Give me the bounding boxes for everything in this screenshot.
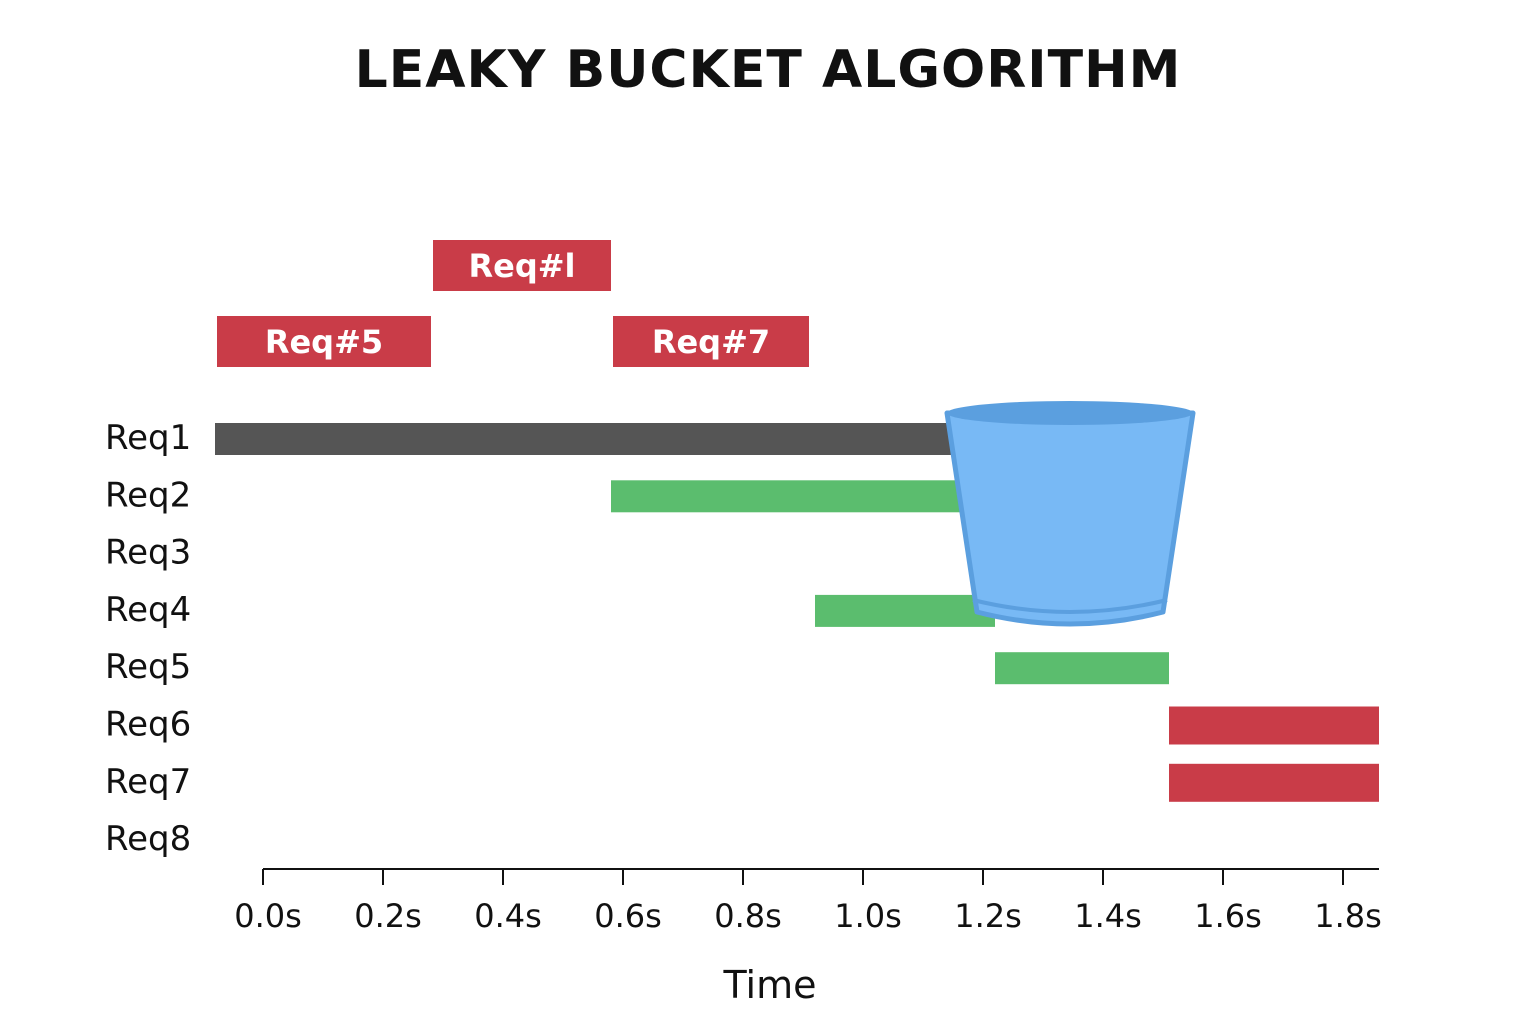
queued-tag-0: Req#l [433, 240, 611, 291]
request-bars [215, 423, 1379, 802]
tick-label: 1.0s [834, 897, 902, 935]
bar-req5 [995, 652, 1169, 685]
bar-req7 [1169, 763, 1379, 802]
queued-tag-label: Req#7 [652, 323, 770, 361]
bucket-body [944, 410, 1196, 627]
queued-tag-box [217, 316, 431, 367]
page-title: LEAKY BUCKET ALGORITHM [354, 40, 1182, 100]
queued-tag-box [433, 240, 611, 291]
x-axis-title: Time [723, 963, 817, 1007]
row-label-req3: Req3 [105, 533, 191, 573]
row-label-req5: Req5 [105, 647, 191, 687]
bucket-icon [944, 401, 1196, 627]
queued-tag-label: Req#5 [265, 323, 383, 361]
row-labels: Req1 Req2 Req3 Req4 Req5 Req6 Req7 Req8 [105, 418, 191, 859]
tick-label: 1.2s [954, 897, 1022, 935]
bucket-base-rim [972, 598, 1168, 614]
row-label-req8: Req8 [105, 819, 191, 859]
bar-req1 [215, 423, 959, 455]
bar-req6 [1169, 706, 1379, 745]
bar-req2 [611, 480, 971, 513]
row-label-req1: Req1 [105, 418, 191, 458]
tick-label: 0.8s [714, 897, 782, 935]
queued-tag-1: Req#5 [217, 316, 431, 367]
row-label-req7: Req7 [105, 762, 191, 802]
row-label-req2: Req2 [105, 475, 191, 515]
queued-tags: Req#l Req#5 Req#7 [217, 240, 809, 367]
tick-label: 1.4s [1074, 897, 1142, 935]
tick-label: 1.6s [1194, 897, 1262, 935]
tick-label: 0.2s [354, 897, 422, 935]
row-label-req6: Req6 [105, 705, 191, 745]
tick-label: 1.8s [1314, 897, 1382, 935]
bar-req4 [815, 594, 995, 627]
tick-label: 0.6s [594, 897, 662, 935]
queued-tag-2: Req#7 [613, 316, 809, 367]
queued-tag-box [613, 316, 809, 367]
queued-tag-label: Req#l [468, 247, 575, 285]
tick-label: 0.4s [474, 897, 542, 935]
bucket-top-rim [947, 401, 1193, 425]
time-axis: 0.0s 0.2s 0.4s 0.6s 0.8s 1.0s 1.2s 1.4s 1.6s 1.8s… [234, 868, 1382, 1007]
tick-label: 0.0s [234, 897, 302, 935]
row-label-req4: Req4 [105, 590, 191, 630]
